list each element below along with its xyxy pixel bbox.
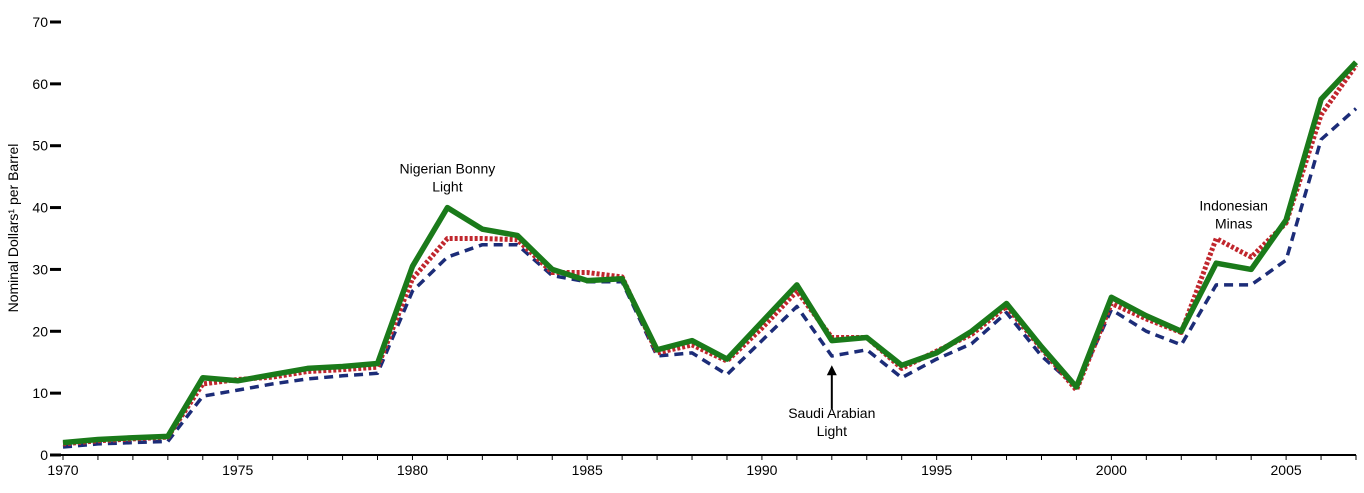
y-tick-label: 10 — [32, 385, 48, 401]
annotation-arrowhead — [826, 365, 837, 376]
annotation-label: Light — [817, 423, 847, 439]
series-dashed-line — [62, 107, 1358, 449]
x-tick-label: 1990 — [746, 462, 777, 478]
y-tick-label: 0 — [40, 447, 48, 463]
annotation-label: Saudi Arabian — [788, 405, 875, 421]
y-axis-label: Nominal Dollars¹ per Barrel — [5, 144, 21, 313]
y-tick-label: 50 — [32, 138, 48, 154]
annotation-label: Light — [432, 179, 462, 195]
annotation-label: Indonesian — [1199, 198, 1268, 214]
x-tick-label: 1970 — [47, 462, 78, 478]
y-tick-label: 30 — [32, 261, 48, 277]
annotation-label: Nigerian Bonny — [400, 161, 496, 177]
annotation-label: Minas — [1215, 216, 1252, 232]
annotations-layer: Nigerian Bonny Light Indonesian Minas Saudi … — [400, 161, 1268, 439]
series-solid-line — [62, 60, 1359, 446]
y-tick-label: 70 — [32, 14, 48, 30]
x-tick-label: 2005 — [1271, 462, 1302, 478]
x-axis-ticks: 1970 1975 1980 1985 1990 1995 2000 2005 — [47, 455, 1357, 478]
x-tick-label: 1995 — [921, 462, 952, 478]
x-tick-label: 2000 — [1096, 462, 1127, 478]
series-layer — [62, 60, 1359, 449]
y-tick-label: 60 — [32, 76, 48, 92]
y-tick-label: 20 — [32, 323, 48, 339]
x-tick-label: 1980 — [397, 462, 428, 478]
x-tick-label: 1985 — [572, 462, 603, 478]
y-tick-label: 40 — [32, 200, 48, 216]
x-tick-label: 1975 — [222, 462, 253, 478]
y-axis-ticks: 0 10 20 30 40 50 60 70 — [32, 14, 61, 463]
